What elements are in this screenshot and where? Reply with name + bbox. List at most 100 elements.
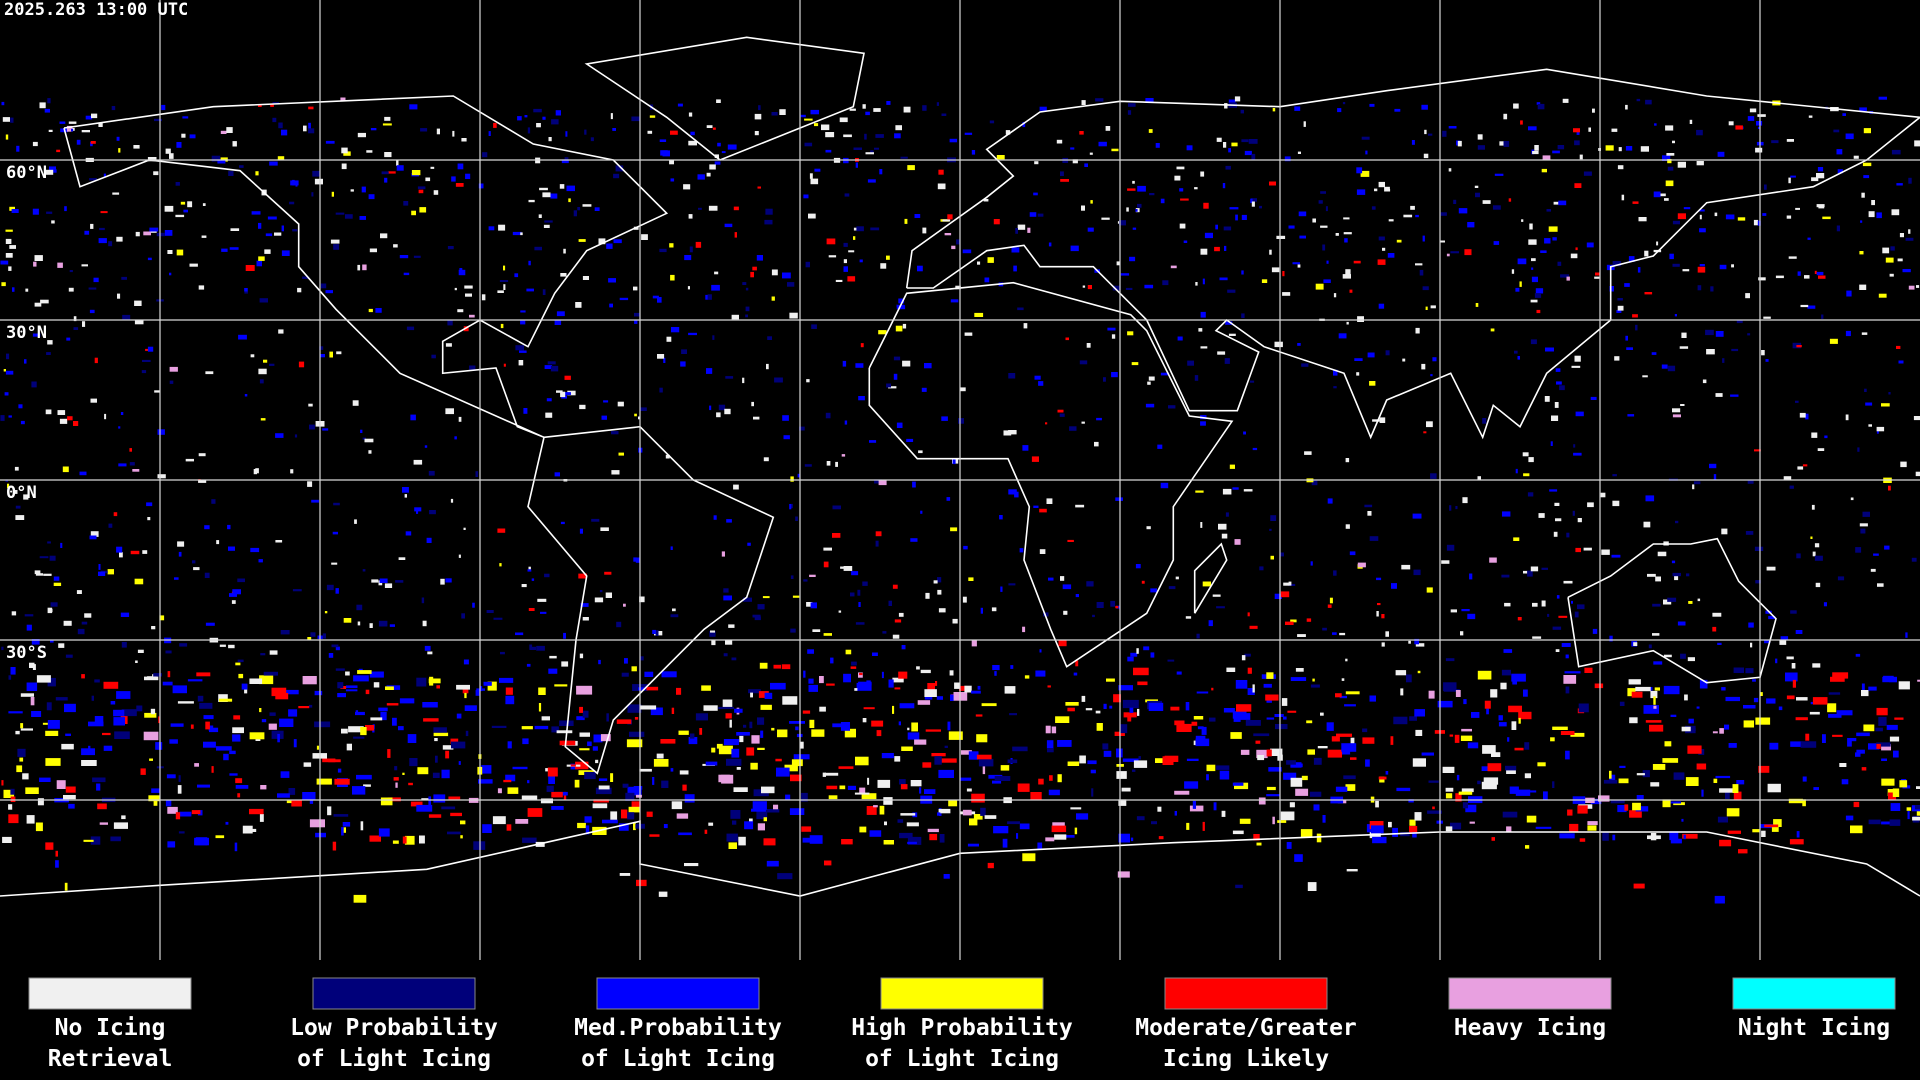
icing-pixel bbox=[616, 621, 622, 628]
icing-pixel bbox=[996, 155, 1005, 160]
icing-pixel bbox=[1022, 626, 1026, 633]
icing-pixel bbox=[1228, 99, 1236, 103]
icing-pixel bbox=[1584, 667, 1593, 673]
icing-pixel bbox=[1345, 658, 1348, 662]
icing-pixel bbox=[634, 717, 639, 720]
icing-pixel bbox=[1860, 528, 1866, 534]
icing-pixel bbox=[1889, 676, 1897, 683]
icing-pixel bbox=[1898, 681, 1910, 690]
icing-pixel bbox=[134, 300, 142, 306]
icing-pixel bbox=[843, 134, 852, 138]
icing-pixel bbox=[1633, 642, 1638, 646]
icing-pixel bbox=[1570, 732, 1585, 737]
icing-pixel bbox=[638, 416, 641, 420]
icing-pixel bbox=[448, 796, 461, 800]
icing-pixel bbox=[803, 579, 808, 582]
icing-pixel bbox=[785, 794, 791, 800]
icing-pixel bbox=[938, 169, 944, 175]
icing-pixel bbox=[241, 683, 248, 690]
icing-pixel bbox=[758, 691, 769, 698]
icing-pixel bbox=[1294, 106, 1301, 111]
icing-pixel bbox=[398, 557, 406, 560]
icing-pixel bbox=[1850, 497, 1854, 501]
icing-pixel bbox=[888, 386, 897, 389]
icing-pixel bbox=[37, 798, 44, 806]
icing-pixel bbox=[1714, 212, 1718, 217]
icing-pixel bbox=[542, 192, 551, 198]
icing-pixel bbox=[1647, 835, 1661, 840]
icing-pixel bbox=[204, 572, 210, 578]
icing-pixel bbox=[1905, 632, 1908, 638]
icing-pixel bbox=[757, 823, 765, 831]
icing-pixel bbox=[652, 629, 656, 634]
icing-pixel bbox=[12, 287, 15, 292]
icing-pixel bbox=[537, 598, 547, 602]
icing-pixel bbox=[1392, 827, 1398, 837]
icing-pixel bbox=[764, 692, 773, 699]
icing-pixel bbox=[1577, 805, 1588, 814]
icing-pixel bbox=[395, 580, 404, 583]
icing-pixel bbox=[1779, 640, 1787, 645]
icing-pixel bbox=[859, 672, 863, 676]
icing-pixel bbox=[1338, 333, 1347, 339]
icing-pixel bbox=[166, 774, 176, 779]
icing-pixel bbox=[10, 788, 15, 795]
icing-pixel bbox=[760, 704, 772, 710]
icing-pixel bbox=[290, 469, 294, 474]
icing-pixel bbox=[663, 357, 666, 363]
icing-pixel bbox=[457, 163, 464, 170]
icing-pixel bbox=[1122, 699, 1139, 709]
icing-pixel bbox=[875, 134, 884, 138]
icing-pixel bbox=[1133, 667, 1149, 676]
icing-pixel bbox=[1378, 303, 1385, 309]
icing-pixel bbox=[428, 678, 441, 684]
icing-pixel bbox=[1079, 360, 1088, 365]
icing-pixel bbox=[1592, 108, 1595, 113]
icing-pixel bbox=[1778, 706, 1783, 711]
icing-pixel bbox=[258, 256, 265, 261]
icing-pixel bbox=[1889, 819, 1901, 826]
icing-pixel bbox=[1868, 743, 1880, 750]
icing-pixel bbox=[1665, 125, 1674, 131]
icing-pixel bbox=[1406, 674, 1412, 683]
icing-pixel bbox=[944, 233, 952, 236]
icing-pixel bbox=[805, 261, 810, 268]
icing-pixel bbox=[1822, 216, 1831, 220]
icing-pixel bbox=[1449, 505, 1452, 511]
icing-pixel bbox=[851, 661, 857, 666]
icing-pixel bbox=[1421, 363, 1426, 370]
icing-pixel bbox=[216, 746, 232, 751]
icing-pixel bbox=[1788, 256, 1797, 259]
icing-pixel bbox=[1645, 99, 1652, 105]
icing-pixel bbox=[182, 116, 189, 119]
icing-pixel bbox=[175, 214, 185, 218]
icing-pixel bbox=[1280, 811, 1295, 821]
icing-pixel bbox=[1168, 405, 1176, 409]
icing-pixel bbox=[203, 715, 214, 720]
icing-pixel bbox=[1116, 261, 1120, 266]
icing-pixel bbox=[1362, 737, 1375, 744]
icing-pixel bbox=[1428, 690, 1435, 699]
icing-pixel bbox=[1672, 140, 1675, 144]
icing-pixel bbox=[862, 104, 866, 109]
icing-pixel bbox=[1344, 238, 1348, 243]
icing-pixel bbox=[500, 651, 505, 655]
icing-pixel bbox=[1792, 679, 1796, 688]
icing-pixel bbox=[839, 117, 848, 123]
icing-pixel bbox=[205, 721, 210, 730]
icing-pixel bbox=[726, 519, 732, 523]
icing-pixel bbox=[1427, 810, 1442, 814]
icing-pixel bbox=[129, 462, 135, 466]
legend-swatch bbox=[880, 977, 1044, 1010]
icing-pixel bbox=[1333, 386, 1337, 389]
icing-pixel bbox=[790, 575, 794, 579]
icing-pixel bbox=[782, 696, 798, 705]
icing-pixel bbox=[756, 255, 763, 261]
icing-pixel bbox=[1019, 548, 1024, 553]
icing-pixel bbox=[631, 666, 637, 672]
icing-pixel bbox=[1755, 147, 1763, 153]
icing-pixel bbox=[1408, 799, 1414, 803]
icing-pixel bbox=[559, 184, 565, 189]
icing-pixel bbox=[1477, 476, 1481, 481]
icing-pixel bbox=[822, 772, 826, 777]
